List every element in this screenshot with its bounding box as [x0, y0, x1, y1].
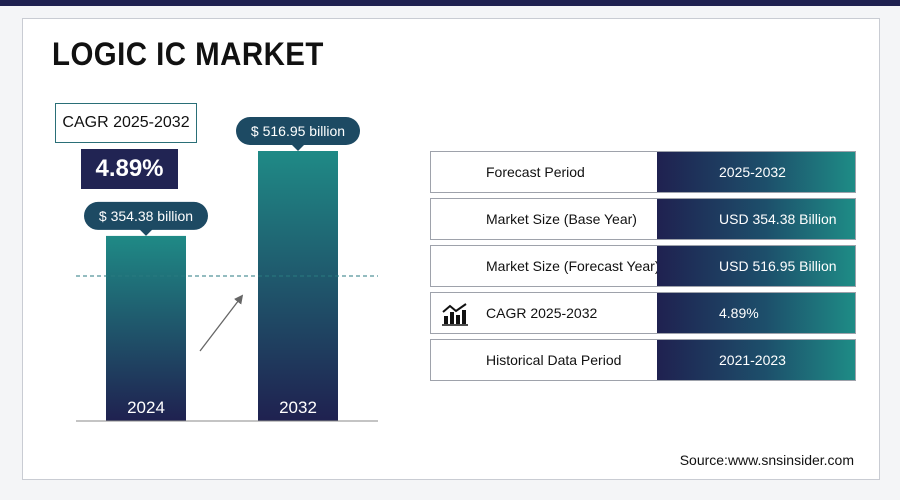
category-label-2024: 2024 [127, 398, 165, 417]
growth-arrow-icon [199, 294, 244, 352]
table-row: Forecast Period 2025-2032 [430, 151, 856, 193]
table-row: Historical Data Period 2021-2023 [430, 339, 856, 381]
table-row: Market Size (Base Year) USD 354.38 Billio… [430, 198, 856, 240]
table-row-label: CAGR 2025-2032 [486, 305, 598, 321]
table-row-value: 4.89% [657, 293, 855, 333]
cagr-value-badge: 4.89% [81, 149, 178, 189]
table-row: CAGR 2025-2032 4.89% [430, 292, 856, 334]
table-row-value: 2021-2023 [657, 340, 855, 380]
top-accent-bar [0, 0, 900, 6]
chart-growth-icon [441, 301, 469, 327]
value-pill-pointer-2024 [139, 228, 153, 236]
value-label-2032: $ 516.95 billion [251, 123, 345, 139]
category-label-2032: 2032 [279, 398, 317, 417]
value-pill-2032 [236, 117, 360, 145]
bar-2032 [258, 151, 338, 421]
table-row-label: Historical Data Period [486, 352, 622, 368]
value-pill-2024 [84, 201, 208, 230]
table-row-label: Market Size (Forecast Year) [486, 258, 660, 274]
source-credit: Source:www.snsinsider.com [679, 452, 854, 468]
value-label-2024: $ 354.38 billion [99, 208, 193, 224]
table-row-label: Market Size (Base Year) [486, 211, 637, 227]
page-title: LOGIC IC MARKET [52, 36, 324, 72]
table-row-value: 2025-2032 [657, 152, 855, 192]
table-row-value: USD 516.95 Billion [657, 246, 855, 286]
table-row-label: Forecast Period [486, 164, 585, 180]
table-row: Market Size (Forecast Year) USD 516.95 Bi… [430, 245, 856, 287]
value-pill-pointer-2032 [291, 144, 305, 151]
market-summary-table: Forecast Period 2025-2032 Market Size (Bas… [430, 151, 856, 386]
cagr-label-box: CAGR 2025-2032 [55, 103, 197, 143]
bar-2024 [106, 235, 186, 421]
table-row-value: USD 354.38 Billion [657, 199, 855, 239]
